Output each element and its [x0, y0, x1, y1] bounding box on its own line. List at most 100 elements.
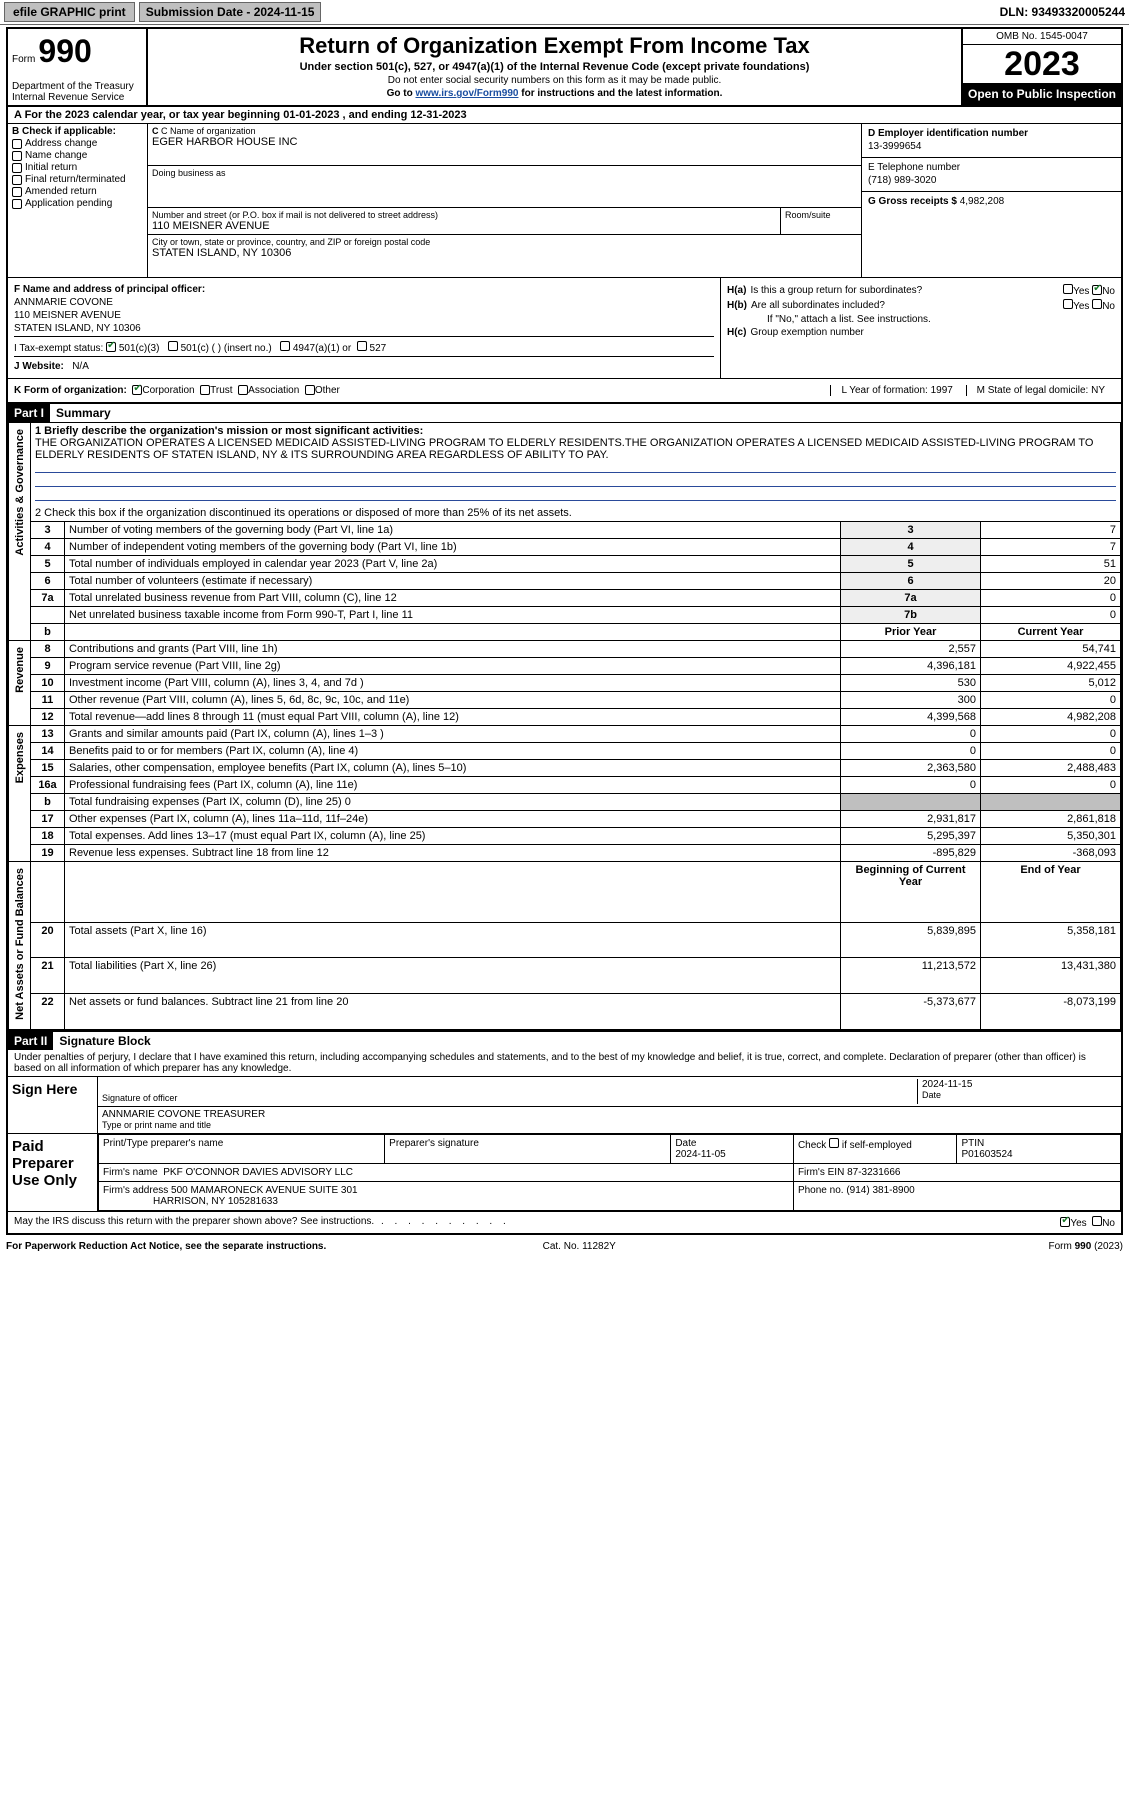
end-year-header: End of Year: [981, 862, 1121, 923]
header-left: Form 990 Department of the Treasury Inte…: [8, 29, 148, 105]
table-row: 17Other expenses (Part IX, column (A), l…: [9, 811, 1121, 828]
firm-addr2: HARRISON, NY 105281633: [153, 1196, 278, 1207]
row-m: M State of legal domicile: NY: [966, 385, 1115, 396]
vert-label-governance: Activities & Governance: [14, 425, 26, 560]
form-subtitle-3: Go to www.irs.gov/Form990 for instructio…: [156, 88, 953, 99]
beg-year-header: Beginning of Current Year: [841, 862, 981, 923]
checkbox-4947a1[interactable]: [280, 341, 290, 351]
officer-city: STATEN ISLAND, NY 10306: [14, 323, 714, 334]
omb-number: OMB No. 1545-0047: [963, 29, 1121, 45]
table-row: 21Total liabilities (Part X, line 26)11,…: [9, 958, 1121, 994]
checkbox-501c[interactable]: [168, 341, 178, 351]
table-row: 11Other revenue (Part VIII, column (A), …: [9, 692, 1121, 709]
table-row: 10Investment income (Part VIII, column (…: [9, 675, 1121, 692]
vert-label-expenses: Expenses: [14, 728, 26, 787]
checkbox-other[interactable]: [305, 385, 315, 395]
part-2-header: Part II Signature Block: [8, 1030, 1121, 1050]
submission-date-box: Submission Date - 2024-11-15: [139, 2, 322, 22]
sig-officer-label: Signature of officer: [102, 1093, 177, 1103]
checkbox-initial-return[interactable]: [12, 163, 22, 173]
officer-street: 110 MEISNER AVENUE: [14, 310, 714, 321]
officer-name: ANNMARIE COVONE: [14, 297, 714, 308]
irs-link[interactable]: www.irs.gov/Form990: [415, 88, 518, 99]
table-row: 3Number of voting members of the governi…: [9, 522, 1121, 539]
table-row: 22Net assets or fund balances. Subtract …: [9, 994, 1121, 1030]
table-row: 5Total number of individuals employed in…: [9, 556, 1121, 573]
form-title: Return of Organization Exempt From Incom…: [156, 33, 953, 59]
box-b-checkboxes: B Check if applicable: Address change Na…: [8, 124, 148, 277]
checkbox-527[interactable]: [357, 341, 367, 351]
row-j-label: J Website:: [14, 361, 64, 372]
prep-sig-label: Preparer's signature: [389, 1138, 479, 1149]
table-row: bPrior YearCurrent Year: [9, 624, 1121, 641]
checkbox-discuss-no[interactable]: [1092, 1216, 1102, 1226]
form-subtitle-2: Do not enter social security numbers on …: [156, 75, 953, 86]
prep-name-label: Print/Type preparer's name: [103, 1138, 223, 1149]
hc-label: Group exemption number: [750, 327, 863, 338]
page-footer: For Paperwork Reduction Act Notice, see …: [0, 1237, 1129, 1256]
footer-left: For Paperwork Reduction Act Notice, see …: [6, 1241, 326, 1252]
gross-label: G Gross receipts $: [868, 196, 957, 207]
firm-name: PKF O'CONNOR DAVIES ADVISORY LLC: [163, 1167, 353, 1178]
discuss-text: May the IRS discuss this return with the…: [14, 1216, 374, 1229]
paid-preparer-label: Paid Preparer Use Only: [8, 1134, 98, 1211]
checkbox-name-change[interactable]: [12, 151, 22, 161]
ha-label: Is this a group return for subordinates?: [750, 285, 922, 296]
prep-date: 2024-11-05: [675, 1149, 725, 1160]
checkbox-association[interactable]: [238, 385, 248, 395]
firm-addr1: 500 MAMARONECK AVENUE SUITE 301: [171, 1185, 358, 1196]
part-1-badge: Part I: [8, 404, 50, 422]
table-row: 14Benefits paid to or for members (Part …: [9, 743, 1121, 760]
checkbox-final-return[interactable]: [12, 175, 22, 185]
checkbox-address-change[interactable]: [12, 139, 22, 149]
street-label: Number and street (or P.O. box if mail i…: [152, 210, 776, 220]
sig-date: 2024-11-15: [922, 1079, 1117, 1090]
form-header: Form 990 Department of the Treasury Inte…: [8, 29, 1121, 107]
summary-table: Activities & Governance 1 Briefly descri…: [8, 422, 1121, 1030]
ein-label: D Employer identification number: [868, 128, 1028, 139]
checkbox-self-employed[interactable]: [829, 1138, 839, 1148]
sign-here-label: Sign Here: [8, 1077, 98, 1133]
table-row: 6Total number of volunteers (estimate if…: [9, 573, 1121, 590]
city-value: STATEN ISLAND, NY 10306: [152, 247, 857, 259]
table-row: 4Number of independent voting members of…: [9, 539, 1121, 556]
checkbox-corporation[interactable]: [132, 385, 142, 395]
checkbox-amended-return[interactable]: [12, 187, 22, 197]
gross-value: 4,982,208: [960, 196, 1005, 207]
table-row: Net unrelated business taxable income fr…: [9, 607, 1121, 624]
checkbox-hb-no[interactable]: [1092, 299, 1102, 309]
efile-print-button[interactable]: efile GRAPHIC print: [4, 2, 135, 22]
dln-label: DLN: 93493320005244: [1000, 5, 1125, 19]
box-d-ein-phone: D Employer identification number 13-3999…: [861, 124, 1121, 277]
checkbox-application-pending[interactable]: [12, 199, 22, 209]
paid-preparer-table: Print/Type preparer's name Preparer's si…: [98, 1134, 1121, 1211]
org-name-label: C C Name of organization: [152, 126, 857, 136]
box-c-name-address: C C Name of organization EGER HARBOR HOU…: [148, 124, 861, 277]
firm-ein: 87-3231666: [847, 1167, 900, 1178]
table-row: 18Total expenses. Add lines 13–17 (must …: [9, 828, 1121, 845]
box-f-label: F Name and address of principal officer:: [14, 284, 205, 295]
firm-phone: (914) 381-8900: [846, 1185, 914, 1196]
officer-name-title: ANNMARIE COVONE TREASURER: [102, 1109, 1117, 1120]
checkbox-ha-yes[interactable]: [1063, 284, 1073, 294]
dept-label: Department of the Treasury Internal Reve…: [12, 81, 134, 103]
footer-right: Form 990 (2023): [1049, 1241, 1123, 1252]
checkbox-ha-no[interactable]: [1092, 285, 1102, 295]
checkbox-discuss-yes[interactable]: [1060, 1217, 1070, 1227]
header-middle: Return of Organization Exempt From Incom…: [148, 29, 961, 105]
table-row: bTotal fundraising expenses (Part IX, co…: [9, 794, 1121, 811]
checkbox-501c3[interactable]: [106, 342, 116, 352]
row-k-label: K Form of organization:: [14, 385, 127, 396]
prep-date-label: Date: [675, 1138, 696, 1149]
form-number: 990: [38, 33, 91, 69]
table-row: 7aTotal unrelated business revenue from …: [9, 590, 1121, 607]
checkbox-hb-yes[interactable]: [1063, 299, 1073, 309]
row-a-tax-year: A For the 2023 calendar year, or tax yea…: [8, 107, 1121, 124]
table-row: 9Program service revenue (Part VIII, lin…: [9, 658, 1121, 675]
row-l: L Year of formation: 1997: [830, 385, 962, 396]
checkbox-trust[interactable]: [200, 385, 210, 395]
tel-value: (718) 989-3020: [868, 175, 1115, 186]
room-suite-label: Room/suite: [781, 208, 861, 234]
firm-addr-label: Firm's address: [103, 1185, 168, 1196]
table-row: 19Revenue less expenses. Subtract line 1…: [9, 845, 1121, 862]
